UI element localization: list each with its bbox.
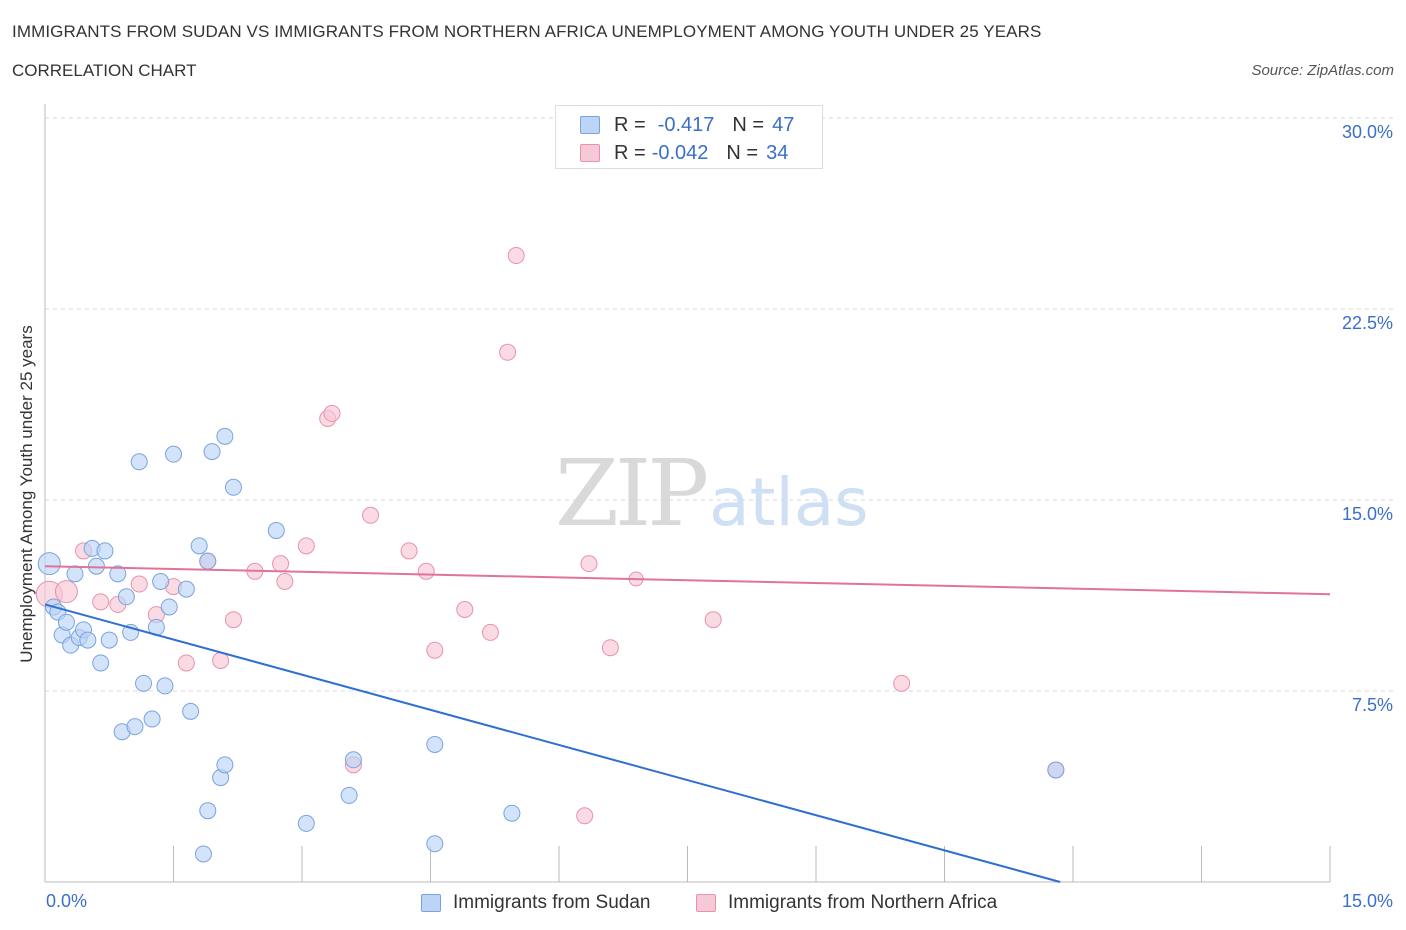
sudan-point [126, 718, 144, 736]
nafrica-point [580, 555, 598, 573]
sudan-point [135, 674, 153, 692]
sudan-point [297, 814, 315, 832]
sudan-point [224, 478, 242, 496]
sudan-point [340, 786, 358, 804]
legend-r-label: R = [614, 113, 646, 136]
sudan-point [37, 552, 61, 576]
source-label: Source: ZipAtlas.com [1251, 62, 1394, 79]
sudan-point [344, 751, 362, 769]
legend-n-label: N = [726, 141, 759, 164]
legend-r-value: -0.417 [657, 113, 715, 136]
chart-subtitle: CORRELATION CHART [12, 61, 197, 80]
nafrica-point [499, 343, 517, 361]
sudan-point [182, 702, 200, 720]
bottom-legend-nafrica: Immigrants from Northern Africa [696, 890, 997, 916]
sudan-point [190, 537, 208, 555]
legend-swatch-sudan [580, 116, 600, 134]
sudan-point [216, 427, 234, 445]
bottom-legend-swatch-sudan [421, 894, 441, 912]
sudan-point [1047, 761, 1065, 779]
sudan-point [92, 654, 110, 672]
bottom-legend-sudan: Immigrants from Sudan [421, 890, 650, 916]
sudan-point [96, 542, 114, 560]
legend-row-sudan: R = -0.417 N = 47 [580, 113, 794, 137]
nafrica-points [35, 247, 1065, 825]
grid-layer [45, 117, 1393, 692]
sudan-point [426, 735, 444, 753]
sudan-point [130, 453, 148, 471]
sudan-point [100, 631, 118, 649]
bottom-legend-label-nafrica: Immigrants from Northern Africa [728, 892, 998, 913]
nafrica-point [130, 575, 148, 593]
nafrica-point [893, 674, 911, 692]
legend-r-value: -0.042 [651, 141, 709, 164]
chart-title: IMMIGRANTS FROM SUDAN VS IMMIGRANTS FROM… [12, 22, 1042, 41]
sudan-point [177, 580, 195, 598]
sudan-point [503, 804, 521, 822]
nafrica-point [224, 611, 242, 629]
trend-lines [44, 565, 1331, 883]
x-tick-label-min: 0.0% [46, 891, 88, 911]
nafrica-point [481, 623, 499, 641]
legend-r-label: R = [614, 141, 646, 164]
y-axis-label: Unemployment Among Youth under 25 years [17, 325, 36, 663]
nafrica-point [362, 506, 380, 524]
sudan-point [267, 522, 285, 540]
nafrica-point [54, 580, 78, 604]
y-tick-label: 22.5% [1341, 313, 1393, 333]
nafrica-point [400, 542, 418, 560]
sudan-point [117, 588, 135, 606]
sudan-point [109, 565, 127, 583]
nafrica-point [426, 641, 444, 659]
bottom-legend-label-sudan: Immigrants from Sudan [453, 892, 651, 913]
legend-row-nafrica: R = -0.042 N = 34 [580, 141, 788, 165]
correlation-legend: R = -0.417 N = 47 R = -0.042 N = 34 [555, 105, 823, 169]
nafrica-point [297, 537, 315, 555]
nafrica-point [456, 601, 474, 619]
axis-layer [44, 104, 1331, 883]
nafrica-point [92, 593, 110, 611]
sudan-point [199, 802, 217, 820]
nafrica-point [576, 807, 594, 825]
sudan-point [57, 613, 75, 631]
sudan-point [156, 677, 174, 695]
sudan-point [66, 565, 84, 583]
nafrica-point [272, 555, 290, 573]
sudan-point [160, 598, 178, 616]
bottom-legend-swatch-nafrica [696, 894, 716, 912]
sudan-point [79, 631, 97, 649]
nafrica-trend-line [44, 565, 1331, 596]
sudan-points [37, 427, 1065, 863]
sudan-point [143, 710, 161, 728]
y-tick-label: 30.0% [1341, 122, 1393, 142]
nafrica-point [323, 404, 341, 422]
nafrica-point [417, 562, 435, 580]
sudan-point [426, 835, 444, 853]
nafrica-point [177, 654, 195, 672]
nafrica-point [601, 639, 619, 657]
nafrica-point [507, 247, 525, 265]
legend-n-value: 34 [766, 141, 789, 164]
legend-n-value: 47 [772, 113, 795, 136]
nafrica-point [704, 611, 722, 629]
sudan-point [165, 445, 182, 463]
sudan-trend-line [44, 603, 1061, 883]
sudan-point [216, 756, 234, 774]
sudan-point [203, 443, 221, 461]
legend-swatch-nafrica [580, 144, 600, 162]
x-tick-label-max: 15.0% [1341, 891, 1393, 911]
y-tick-label: 15.0% [1341, 504, 1393, 524]
sudan-point [194, 845, 212, 863]
sudan-point [152, 572, 170, 590]
legend-n-label: N = [732, 113, 765, 136]
y-tick-label: 7.5% [1351, 695, 1393, 715]
nafrica-point [276, 572, 294, 590]
sudan-point [199, 552, 217, 570]
